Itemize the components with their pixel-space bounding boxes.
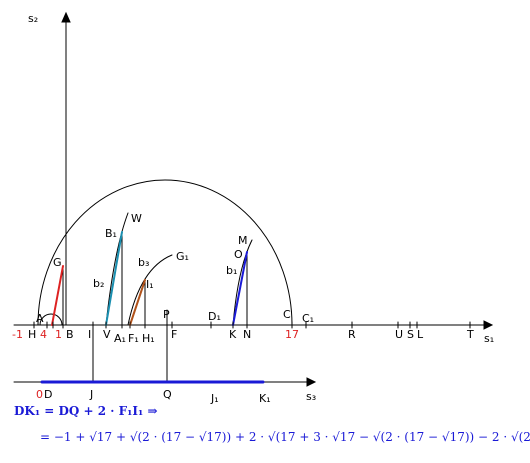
point-label: G₁ — [176, 250, 189, 263]
point-label: W — [131, 212, 142, 225]
point-label: A — [36, 312, 44, 325]
shapes — [13, 11, 494, 387]
point-label: T — [466, 328, 474, 341]
point-label: b₂ — [93, 277, 104, 290]
arrow — [483, 320, 494, 330]
axis-label: s₁ — [484, 332, 494, 345]
semicircle — [37, 179, 293, 326]
axis-label: s₂ — [28, 12, 38, 25]
point-label: M — [238, 234, 248, 247]
point-label: F₁ — [128, 332, 139, 345]
point-label: -1 — [12, 328, 23, 341]
point-label: N — [243, 328, 251, 341]
point-label: B — [66, 328, 74, 341]
point-label: 4 — [40, 328, 47, 341]
point-label: b₃ — [138, 256, 149, 269]
point-label: 1 — [55, 328, 62, 341]
point-label: R — [348, 328, 356, 341]
brown-segment — [129, 279, 146, 326]
arrow — [306, 377, 317, 387]
red-segment — [51, 265, 64, 326]
point-label: J — [89, 388, 93, 401]
point-label: H₁ — [142, 332, 155, 345]
point-label: S — [407, 328, 414, 341]
point-label: L — [417, 328, 424, 341]
point-label: b₁ — [226, 264, 237, 277]
point-label: I₁ — [146, 278, 154, 291]
point-label: K — [229, 328, 237, 341]
point-label: A₁ — [114, 332, 126, 345]
point-label: V — [103, 328, 111, 341]
arrow — [61, 11, 71, 23]
blue-segment — [232, 251, 248, 326]
point-label: D₁ — [208, 310, 221, 323]
small-arc — [39, 313, 63, 326]
point-label: G — [53, 256, 62, 269]
point-label: I — [88, 328, 91, 341]
point-label: B₁ — [105, 227, 117, 240]
point-label: C₁ — [302, 312, 314, 325]
point-label: C — [283, 308, 291, 321]
curve — [232, 239, 253, 326]
point-label: Q — [163, 388, 172, 401]
point-label: J₁ — [210, 392, 219, 405]
point-label: H — [28, 328, 36, 341]
axis-label: s₃ — [306, 390, 316, 403]
point-label: 0 — [36, 388, 43, 401]
ticks — [33, 321, 471, 329]
point-label: U — [395, 328, 403, 341]
teal-segment — [105, 231, 123, 326]
point-label: F — [171, 328, 177, 341]
equation-line: = −1 + √17 + √(2 · (17 − √17)) + 2 · √(1… — [40, 430, 530, 444]
point-label: 17 — [285, 328, 299, 341]
point-label: O — [234, 248, 243, 261]
equation-line: DK₁ = DQ + 2 · F₁I₁ ⇒ — [14, 404, 158, 418]
point-label: P — [163, 308, 170, 321]
point-label: K₁ — [259, 392, 271, 405]
point-label: D — [44, 388, 52, 401]
